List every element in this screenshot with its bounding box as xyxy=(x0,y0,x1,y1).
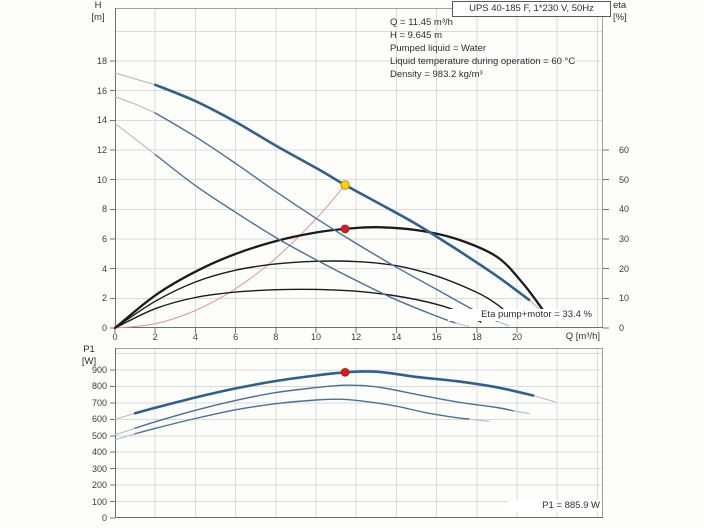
top-x-tick-label: 16 xyxy=(431,332,442,342)
top-x-tick-label: 14 xyxy=(391,332,402,342)
top-y-tick-label: 4 xyxy=(101,263,107,274)
top-x-tick-label: 2 xyxy=(152,332,158,342)
h-axis-name: H xyxy=(94,0,102,11)
duty-point-eta[interactable] xyxy=(340,224,350,234)
head-efficiency-chart[interactable] xyxy=(107,8,611,336)
top-y2-tick-label: 0 xyxy=(619,323,625,333)
axis-lines xyxy=(114,8,603,329)
axis-lines xyxy=(114,348,603,519)
head-curve-speed2-tail-start xyxy=(114,96,156,114)
p1-curve-speed3-tail-start xyxy=(114,412,136,420)
head-curve-speed3 xyxy=(153,83,531,302)
gridlines xyxy=(115,348,603,518)
top-x-tick-label: 10 xyxy=(310,332,321,342)
head-curve-speed2 xyxy=(154,112,498,322)
top-y2-tick-label: 50 xyxy=(619,174,630,185)
plot-frame xyxy=(115,348,603,518)
duty-point-qh[interactable] xyxy=(340,180,350,190)
eta-curve-speed1 xyxy=(114,288,482,329)
p1-axis-unit: [W] xyxy=(81,356,97,367)
head-curve-speed1 xyxy=(154,153,456,324)
top-y-tick-label: 12 xyxy=(96,145,107,156)
head-curve-speed2-tail-end xyxy=(496,320,510,327)
p1-curve-speed2-tail-end xyxy=(512,410,530,415)
operating-info-block: Q = 11.45 m³/h H = 9.645 m Pumped liquid… xyxy=(390,16,575,81)
top-x-tick-label: 0 xyxy=(112,332,118,342)
info-line-temperature: Liquid temperature during operation = 60… xyxy=(390,56,576,67)
top-x-tick-label: 8 xyxy=(273,332,279,342)
top-y2-tick-label: 30 xyxy=(619,234,630,245)
eta-axis-unit: [%] xyxy=(613,12,627,23)
info-line-flow: Q = 11.45 m³/h xyxy=(390,17,453,28)
top-y-tick-label: 2 xyxy=(101,293,107,304)
p1-curve-speed3-tail-end xyxy=(532,394,556,403)
bottom-y-tick-label: 400 xyxy=(91,447,107,458)
top-y2-tick-label: 60 xyxy=(619,145,630,156)
top-y-tick-label: 10 xyxy=(96,174,107,185)
top-y-tick-label: 16 xyxy=(96,85,107,96)
eta-curve-speed2 xyxy=(114,260,512,329)
p1-curve-speed1-tail-start xyxy=(114,433,136,441)
q-axis-label: Q [m³/h] xyxy=(565,331,600,342)
top-x-tick-label: 12 xyxy=(351,332,362,342)
info-line-density: Density = 983.2 kg/m³ xyxy=(390,69,483,80)
head-curve-speed1-tail-end xyxy=(454,322,470,328)
tick-marks xyxy=(110,369,115,519)
top-x-tick-label: 20 xyxy=(511,332,522,342)
bottom-y-tick-label: 100 xyxy=(91,496,107,507)
p1-curve-speed1 xyxy=(134,398,470,435)
bottom-y-tick-label: 800 xyxy=(91,381,107,392)
bottom-y-tick-label: 600 xyxy=(91,414,107,425)
p1-curve-speed2 xyxy=(134,384,514,429)
bottom-y-tick-label: 300 xyxy=(91,463,107,474)
head-curve-speed3-tail-start xyxy=(114,72,156,86)
top-x-tick-label: 6 xyxy=(233,332,239,342)
bottom-y-tick-label: 900 xyxy=(91,365,107,376)
eta-result-label: Eta pump+motor = 33.4 % xyxy=(448,309,594,321)
h-axis-unit: [m] xyxy=(91,12,105,23)
duty-point-p1[interactable] xyxy=(340,368,350,377)
bottom-y-tick-label: 200 xyxy=(91,480,107,491)
top-x-tick-label: 4 xyxy=(192,332,198,342)
top-y-tick-label: 14 xyxy=(96,115,107,126)
bottom-y-tick-label: 500 xyxy=(91,430,107,441)
top-y-tick-label: 0 xyxy=(101,323,107,333)
p1-curve-speed2-tail-start xyxy=(114,427,136,436)
info-line-liquid: Pumped liquid = Water xyxy=(390,43,487,54)
tick-marks xyxy=(110,60,609,333)
p1-curve-speed1-tail-end xyxy=(468,418,490,422)
pump-model-title: UPS 40-185 F, 1*230 V, 50Hz xyxy=(452,1,611,17)
head-curve-speed1-tail-start xyxy=(114,122,156,156)
p1-axis-name: P1 xyxy=(83,344,95,355)
top-y-tick-label: 18 xyxy=(96,56,107,67)
bottom-y-tick-label: 700 xyxy=(91,397,107,408)
top-x-tick-label: 18 xyxy=(471,332,482,342)
top-y2-tick-label: 40 xyxy=(619,204,630,215)
p1-result-label: P1 = 885.9 W xyxy=(508,500,602,512)
power-chart[interactable] xyxy=(107,348,611,526)
top-y-tick-label: 8 xyxy=(101,204,107,215)
eta-axis-name: eta xyxy=(613,0,627,11)
info-line-head: H = 9.645 m xyxy=(390,30,443,41)
top-y-tick-label: 6 xyxy=(101,234,107,245)
top-y2-tick-label: 10 xyxy=(619,293,630,304)
bottom-y-tick-label: 0 xyxy=(101,513,107,523)
p1-curve-speed3 xyxy=(133,370,535,415)
top-y2-tick-label: 20 xyxy=(619,263,630,274)
